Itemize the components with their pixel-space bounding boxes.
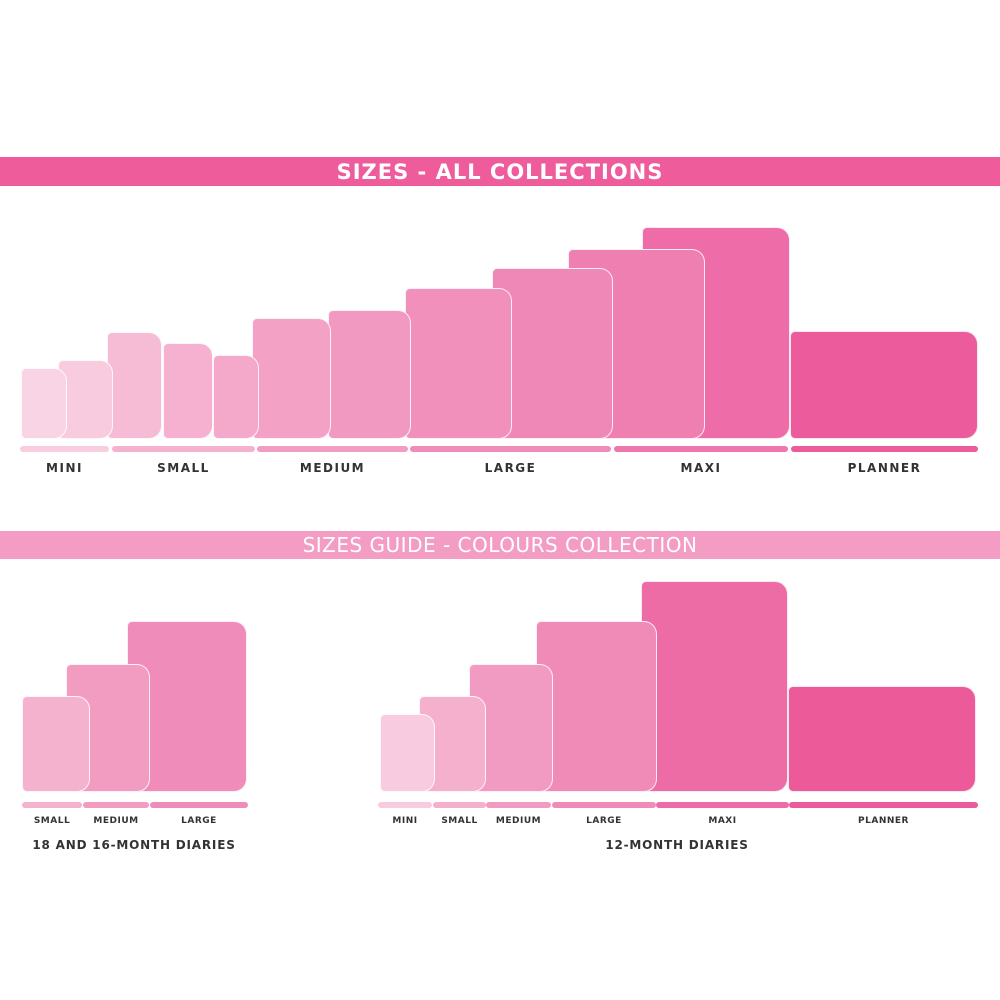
size-label-mini: MINI [46, 461, 83, 475]
size-shape [163, 343, 213, 439]
size-label-large: LARGE [181, 816, 217, 826]
size-shape [405, 288, 512, 439]
size-bar-maxi [656, 802, 789, 808]
size-label-medium: MEDIUM [93, 816, 139, 826]
size-bar-planner [789, 802, 978, 808]
caption-12-month: 12-MONTH DIARIES [605, 838, 749, 852]
size-bar-large [150, 802, 248, 808]
size-bar-small [112, 446, 255, 452]
size-bar-maxi [614, 446, 788, 452]
size-shape [107, 332, 162, 439]
banner-all-collections: SIZES - ALL COLLECTIONS [0, 157, 1000, 186]
size-label-mini: MINI [392, 816, 418, 826]
size-label-medium: MEDIUM [299, 461, 366, 475]
size-label-small: SMALL [157, 461, 210, 475]
size-shape [21, 368, 67, 439]
banner-title: SIZES GUIDE - COLOURS COLLECTION [302, 533, 698, 557]
size-shape [328, 310, 411, 439]
size-bar-medium [83, 802, 149, 808]
size-label-medium: MEDIUM [495, 816, 542, 826]
size-label-maxi: MAXI [680, 461, 722, 475]
size-label-planner: PLANNER [847, 461, 922, 475]
size-bar-large [410, 446, 611, 452]
banner-title: SIZES - ALL COLLECTIONS [336, 160, 664, 184]
banner-colours-collection: SIZES GUIDE - COLOURS COLLECTION [0, 531, 1000, 559]
size-bar-planner [791, 446, 978, 452]
size-label-small: SMALL [441, 816, 478, 826]
size-label-large: LARGE [586, 816, 622, 826]
size-shape [380, 714, 435, 792]
size-label-large: LARGE [484, 461, 537, 475]
size-shape [790, 331, 978, 439]
size-bar-large [552, 802, 656, 808]
size-shape [641, 581, 788, 792]
size-bar-small [433, 802, 486, 808]
size-shape [252, 318, 331, 439]
size-label-maxi: MAXI [708, 816, 737, 826]
size-shape [788, 686, 976, 792]
size-shape [22, 696, 90, 792]
caption-18-16-month: 18 AND 16-MONTH DIARIES [32, 838, 236, 852]
size-bar-mini [378, 802, 432, 808]
size-bar-small [22, 802, 82, 808]
size-label-planner: PLANNER [858, 816, 909, 826]
size-shape [213, 355, 259, 439]
size-shape [536, 621, 657, 792]
size-bar-medium [257, 446, 408, 452]
size-label-small: SMALL [33, 816, 71, 826]
size-bar-mini [20, 446, 109, 452]
size-bar-medium [486, 802, 551, 808]
